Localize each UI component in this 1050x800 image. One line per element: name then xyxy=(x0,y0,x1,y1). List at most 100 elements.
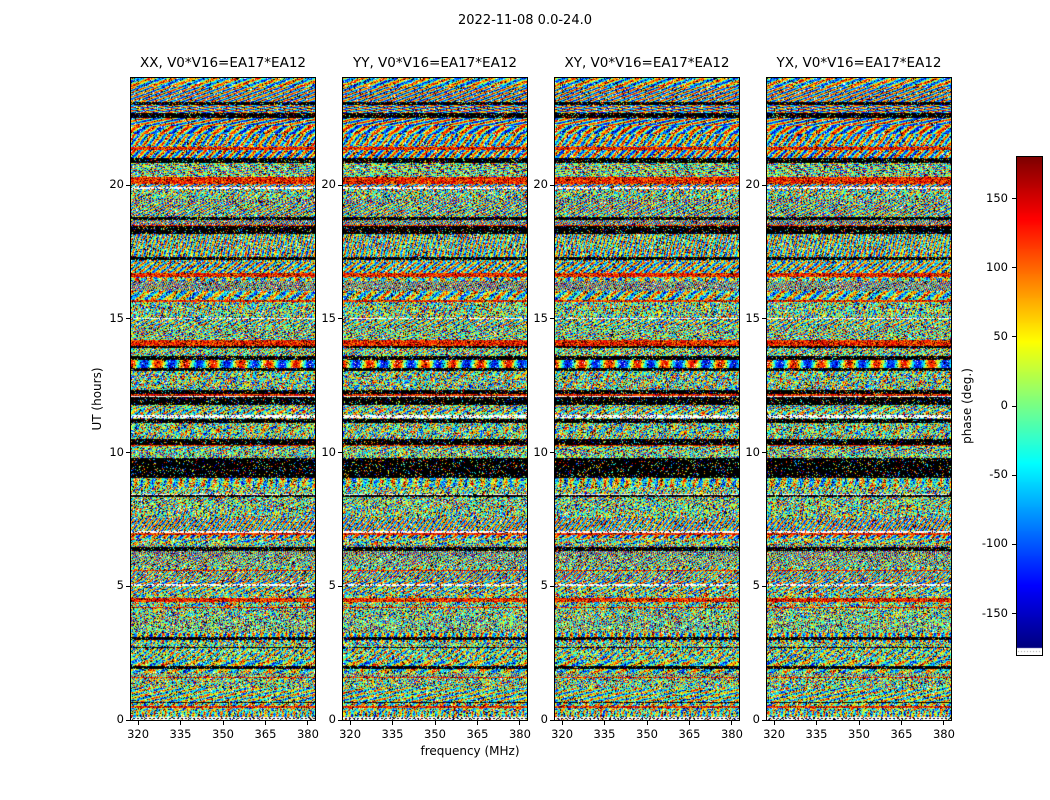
y-tick-label: 0 xyxy=(752,712,760,726)
y-tick xyxy=(762,585,766,587)
y-tick-label: 5 xyxy=(116,578,124,593)
y-tick-label: 10 xyxy=(533,444,548,459)
x-tick-label: 320 xyxy=(127,727,150,741)
y-tick-label: 5 xyxy=(540,578,548,593)
x-tick-label: 320 xyxy=(339,727,362,741)
y-tick xyxy=(126,318,130,320)
colorbar-tick xyxy=(1012,336,1016,338)
y-tick xyxy=(762,719,766,721)
y-tick-label: 20 xyxy=(745,177,760,191)
y-tick-label: 20 xyxy=(533,177,548,191)
colorbar-tick xyxy=(1012,198,1016,199)
x-axis-label: frequency (MHz) xyxy=(420,744,520,758)
y-tick xyxy=(550,184,554,186)
y-tick xyxy=(550,318,554,320)
x-tick-label: 365 xyxy=(678,727,701,741)
colorbar-gradient xyxy=(1017,157,1042,655)
x-tick xyxy=(900,721,902,725)
x-tick xyxy=(561,721,563,725)
colorbar-frame xyxy=(1016,156,1043,656)
heatmap-xy xyxy=(555,78,739,720)
plot-frame-xy xyxy=(554,77,740,721)
x-tick-label: 335 xyxy=(805,727,828,741)
colorbar-tick-label: 150 xyxy=(986,190,1008,205)
x-tick xyxy=(688,721,690,725)
x-tick xyxy=(731,721,733,725)
x-tick-label: 320 xyxy=(551,727,574,741)
y-tick xyxy=(550,719,554,721)
plot-frame-xx xyxy=(130,77,316,721)
x-tick-label: 365 xyxy=(466,727,489,741)
colorbar-tick-label: -100 xyxy=(981,536,1008,551)
y-tick xyxy=(338,184,342,186)
y-tick-label: 10 xyxy=(745,444,760,459)
x-tick-label: 335 xyxy=(593,727,616,741)
colorbar-tick-label: -50 xyxy=(989,467,1008,482)
y-axis-label: UT (hours) xyxy=(90,367,104,431)
colorbar-tick-label: 100 xyxy=(986,259,1008,274)
y-tick-label: 15 xyxy=(321,310,336,325)
x-tick xyxy=(222,721,224,725)
y-tick-label: 15 xyxy=(745,310,760,325)
x-tick xyxy=(816,721,818,725)
y-tick-label: 20 xyxy=(321,177,336,191)
y-tick xyxy=(338,318,342,320)
panel-title-yx: YX, V0*V16=EA17*EA12 xyxy=(776,55,942,71)
x-tick-label: 350 xyxy=(848,727,870,741)
x-tick-label: 380 xyxy=(932,727,955,741)
heatmap-xx xyxy=(131,78,315,720)
x-tick xyxy=(943,721,945,725)
x-tick-label: 350 xyxy=(424,727,446,741)
y-tick xyxy=(126,719,130,721)
y-tick-label: 10 xyxy=(321,444,336,459)
x-tick xyxy=(646,721,648,725)
y-tick xyxy=(126,184,130,186)
colorbar-tick xyxy=(1012,474,1016,476)
y-tick-label: 0 xyxy=(116,712,124,726)
panel-title-xy: XY, V0*V16=EA17*EA12 xyxy=(564,55,730,71)
x-tick-label: 365 xyxy=(254,727,277,741)
colorbar-tick-label: 50 xyxy=(993,328,1008,343)
y-tick-label: 15 xyxy=(109,310,124,325)
x-tick xyxy=(773,721,775,725)
x-tick xyxy=(476,721,478,725)
panel-title-yy: YY, V0*V16=EA17*EA12 xyxy=(352,55,517,71)
x-tick xyxy=(180,721,182,725)
x-tick-label: 380 xyxy=(720,727,743,741)
colorbar-tick xyxy=(1012,405,1016,407)
x-tick xyxy=(519,721,521,725)
heatmap-yx xyxy=(767,78,951,720)
y-tick-label: 20 xyxy=(109,177,124,191)
x-tick-label: 320 xyxy=(763,727,786,741)
figure-title: 2022-11-08 0.0-24.0 xyxy=(458,13,592,28)
plot-frame-yy xyxy=(342,77,528,721)
y-tick xyxy=(762,184,766,186)
x-tick xyxy=(858,721,860,725)
x-tick-label: 335 xyxy=(381,727,404,741)
colorbar-tick xyxy=(1012,613,1016,614)
x-tick xyxy=(434,721,436,725)
x-tick xyxy=(307,721,309,725)
colorbar-tick xyxy=(1012,267,1016,269)
heatmap-yy xyxy=(343,78,527,720)
y-tick xyxy=(762,318,766,320)
x-tick xyxy=(137,721,139,725)
x-tick-label: 365 xyxy=(890,727,913,741)
plot-frame-yx xyxy=(766,77,952,721)
colorbar-label: phase (deg.) xyxy=(960,368,974,444)
y-tick xyxy=(126,585,130,587)
y-tick-label: 5 xyxy=(752,578,760,593)
x-tick-label: 380 xyxy=(508,727,531,741)
x-tick xyxy=(349,721,351,725)
colorbar-tick-label: -150 xyxy=(981,605,1008,620)
y-tick xyxy=(126,452,130,453)
y-tick xyxy=(550,452,554,453)
y-tick xyxy=(550,585,554,587)
x-tick-label: 350 xyxy=(636,727,658,741)
x-tick xyxy=(392,721,394,725)
colorbar-tick-label: 0 xyxy=(1000,398,1008,412)
colorbar-tick xyxy=(1012,543,1016,545)
y-tick-label: 5 xyxy=(328,578,336,593)
y-tick xyxy=(762,452,766,453)
